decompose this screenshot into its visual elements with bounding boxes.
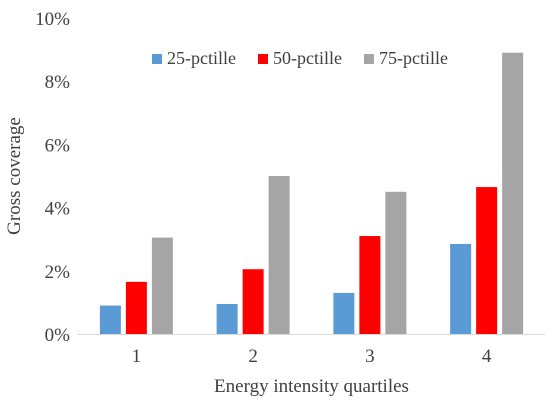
- bar-50-pctille-2: [242, 269, 264, 334]
- bar-75-pctille-1: [151, 237, 173, 334]
- bar-50-pctille-3: [359, 236, 381, 334]
- y-tick-label: 0%: [45, 325, 71, 346]
- x-tick-label: 2: [248, 346, 258, 367]
- y-tick-label: 4%: [45, 199, 71, 220]
- bar-75-pctille-2: [268, 176, 290, 334]
- x-axis-ticks: 1 2 3 4: [132, 346, 492, 367]
- legend-label: 50-pctille: [273, 48, 342, 68]
- x-tick-label: 1: [132, 346, 142, 367]
- bar-25-pctille-1: [99, 305, 121, 334]
- y-tick-label: 8%: [45, 72, 71, 93]
- legend-label: 75-pctille: [379, 48, 448, 68]
- y-axis-ticks: 0% 2% 4% 6% 8% 10%: [35, 9, 70, 346]
- y-tick-label: 2%: [45, 262, 71, 283]
- bar-75-pctille-4: [502, 52, 524, 334]
- legend-swatch: [364, 54, 374, 64]
- x-axis-title: Energy intensity quartiles: [214, 376, 409, 397]
- y-tick-label: 10%: [35, 9, 70, 30]
- y-axis-title: Gross coverage: [4, 117, 25, 235]
- legend-label: 25-pctille: [167, 48, 236, 68]
- x-tick-label: 3: [365, 346, 375, 367]
- legend-swatch: [258, 54, 268, 64]
- y-tick-label: 6%: [45, 135, 71, 156]
- bar-75-pctille-3: [385, 191, 407, 334]
- bars: [99, 52, 524, 334]
- legend: 25-pctille 50-pctille 75-pctille: [152, 48, 448, 68]
- bar-25-pctille-4: [450, 243, 472, 334]
- legend-swatch: [152, 54, 162, 64]
- bar-50-pctille-1: [125, 281, 147, 334]
- bar-25-pctille-3: [333, 292, 355, 334]
- bar-25-pctille-2: [216, 303, 238, 334]
- x-tick-label: 4: [482, 346, 492, 367]
- bar-50-pctille-4: [476, 187, 498, 334]
